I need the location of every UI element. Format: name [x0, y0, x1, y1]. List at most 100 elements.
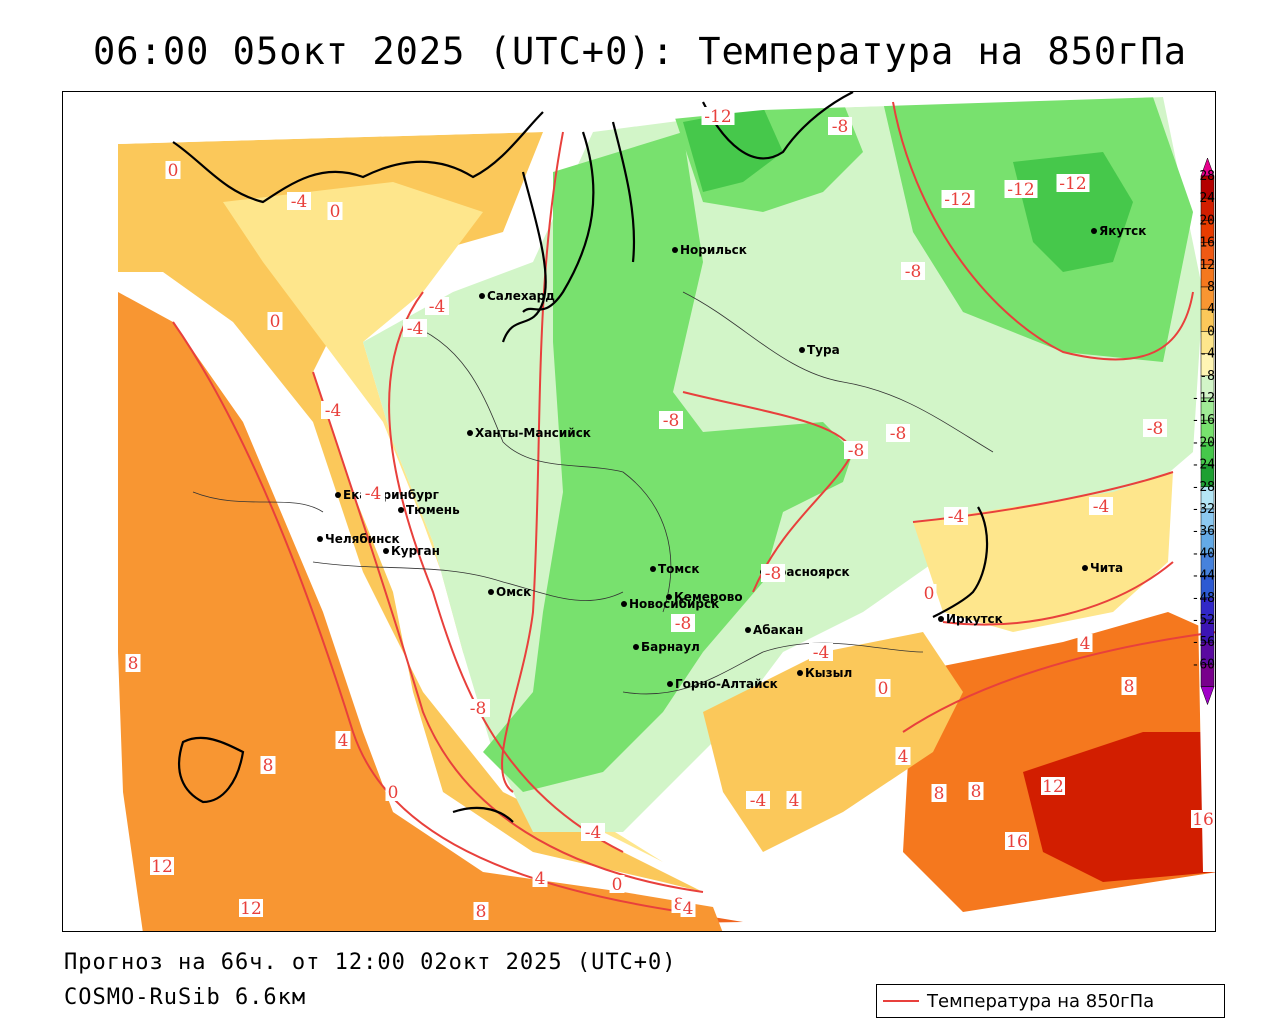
- colorbar-label: 4: [1207, 302, 1215, 317]
- city-label: Тюмень: [406, 503, 460, 517]
- isotherm-label-bg: [1004, 180, 1038, 198]
- isotherm-label: -12: [704, 107, 731, 127]
- colorbar-label: 16: [1199, 236, 1215, 251]
- colorbar-bottom-arrow: [1200, 686, 1215, 706]
- city-marker: [745, 627, 751, 633]
- borders: [192, 291, 994, 695]
- isotherm-label-bg: [941, 190, 975, 208]
- isotherm-label-bg: [828, 117, 852, 135]
- coastline: [522, 131, 595, 313]
- isotherm-label: 8: [263, 756, 274, 776]
- isotherm-label-bg: [150, 857, 174, 875]
- isotherm-label: -4: [365, 484, 382, 504]
- colorbar-label: -32: [1192, 502, 1215, 517]
- isotherm-label-bg: [921, 584, 937, 602]
- city-marker: [667, 681, 673, 687]
- city-label: Норильск: [680, 243, 747, 257]
- isotherm-label-bg: [895, 747, 911, 765]
- isotherm-label: -4: [407, 319, 424, 339]
- isotherm-label-bg: [1191, 810, 1215, 828]
- isotherm-label-bg: [944, 507, 968, 525]
- isotherm-label: 16: [1192, 810, 1214, 830]
- isotherm-line: [312, 371, 704, 893]
- forecast-info: Прогноз на 66ч. от 12:00 02окт 2025 (UTC…: [64, 950, 677, 975]
- city-marker: [672, 247, 678, 253]
- isotherm-label: -8: [832, 117, 849, 137]
- city-label: Курган: [391, 544, 440, 558]
- isotherm-label: 8: [934, 784, 945, 804]
- isotherm-label-bg: [931, 784, 947, 802]
- coastlines: [172, 92, 989, 823]
- isotherm-line: [942, 561, 1174, 626]
- zone-green-central: [483, 132, 853, 792]
- coastline: [611, 121, 636, 263]
- colorbar-label: -52: [1192, 613, 1215, 628]
- isotherm-label: -4: [813, 643, 830, 663]
- city-label: Чита: [1090, 561, 1123, 575]
- colorbar-label: -12: [1192, 391, 1215, 406]
- isotherm-label-layer: -12 -8-12 -12 -120-4 0-8-4-40-4 -8-8-8 -8-4-4-…: [125, 107, 1215, 922]
- isotherm-label: 0: [612, 875, 623, 895]
- isotherm-label: -8: [1147, 419, 1164, 439]
- region-border: [402, 321, 672, 613]
- isotherm-label: 8: [128, 654, 139, 674]
- temperature-map: Норильск Якутск Салехард Тура Ханты-Мансийск…: [63, 92, 1216, 931]
- coastline: [172, 111, 544, 204]
- isotherm-label: -12: [1007, 180, 1034, 200]
- city-label: Салехард: [487, 289, 555, 303]
- city-label: Томск: [658, 562, 700, 576]
- isotherm-label-bg: [260, 756, 276, 774]
- colorbar-label: -4: [1199, 347, 1215, 362]
- city-marker: [1082, 565, 1088, 571]
- colorbar-label: -20: [1192, 435, 1215, 450]
- isotherm-label-bg: [1041, 777, 1065, 795]
- model-info: COSMO-RuSib 6.6км: [64, 985, 307, 1010]
- city-label: Якутск: [1099, 224, 1146, 238]
- map-title: 06:00 05окт 2025 (UTC+0): Температура на…: [93, 30, 1187, 73]
- isotherm-label: -8: [675, 614, 692, 634]
- city-label: Барнаул: [641, 640, 700, 654]
- isotherm-line: [902, 631, 1215, 733]
- colorbar-label: 20: [1199, 213, 1215, 228]
- isotherm-label-bg: [671, 614, 695, 632]
- isotherm-label-bg: [659, 411, 683, 429]
- colorbar-label: 24: [1199, 191, 1215, 206]
- colorbar-label: -44: [1192, 569, 1216, 584]
- temperature-zones: [63, 97, 1215, 931]
- isotherm-label: -4: [1093, 497, 1110, 517]
- city-marker: [621, 601, 627, 607]
- isotherm-label-bg: [901, 262, 925, 280]
- balkhash: [452, 806, 514, 823]
- city-label: Горно-Алтайск: [675, 677, 778, 691]
- city-marker: [797, 670, 803, 676]
- isotherm-label-bg: [425, 297, 449, 315]
- city-label: Кызыл: [805, 666, 852, 680]
- isotherm-label: -4: [429, 297, 446, 317]
- isotherm-label: 8: [674, 895, 685, 915]
- colorbar-label: -60: [1192, 657, 1215, 672]
- region-border: [622, 642, 924, 695]
- isotherm-label-bg: [473, 902, 489, 920]
- city-marker: [317, 536, 323, 542]
- isotherm-line: [501, 131, 564, 793]
- isotherm-label-bg: [403, 319, 427, 337]
- zone-lightyellow: [223, 182, 663, 862]
- isotherm-label-bg: [385, 783, 401, 801]
- isotherm-label: -8: [663, 411, 680, 431]
- isotherm-line: [892, 101, 1194, 361]
- city-label: Новосибирск: [629, 597, 719, 611]
- isotherm-label: 0: [270, 312, 281, 332]
- city-marker: [398, 507, 404, 513]
- isotherm-label: 12: [1042, 777, 1064, 797]
- colorbar-label: 8: [1207, 280, 1215, 295]
- colorbar-label: 12: [1199, 258, 1215, 273]
- isotherm-label-bg: [239, 899, 263, 917]
- city-marker: [633, 644, 639, 650]
- isotherm-label-bg: [886, 424, 910, 442]
- isotherm-label-bg: [1077, 634, 1093, 652]
- isotherm-label: 16: [1006, 832, 1028, 852]
- isotherm-label-bg: [361, 484, 385, 502]
- lake-baikal: [932, 506, 989, 618]
- city-marker: [335, 492, 341, 498]
- isotherm-label: -8: [905, 262, 922, 282]
